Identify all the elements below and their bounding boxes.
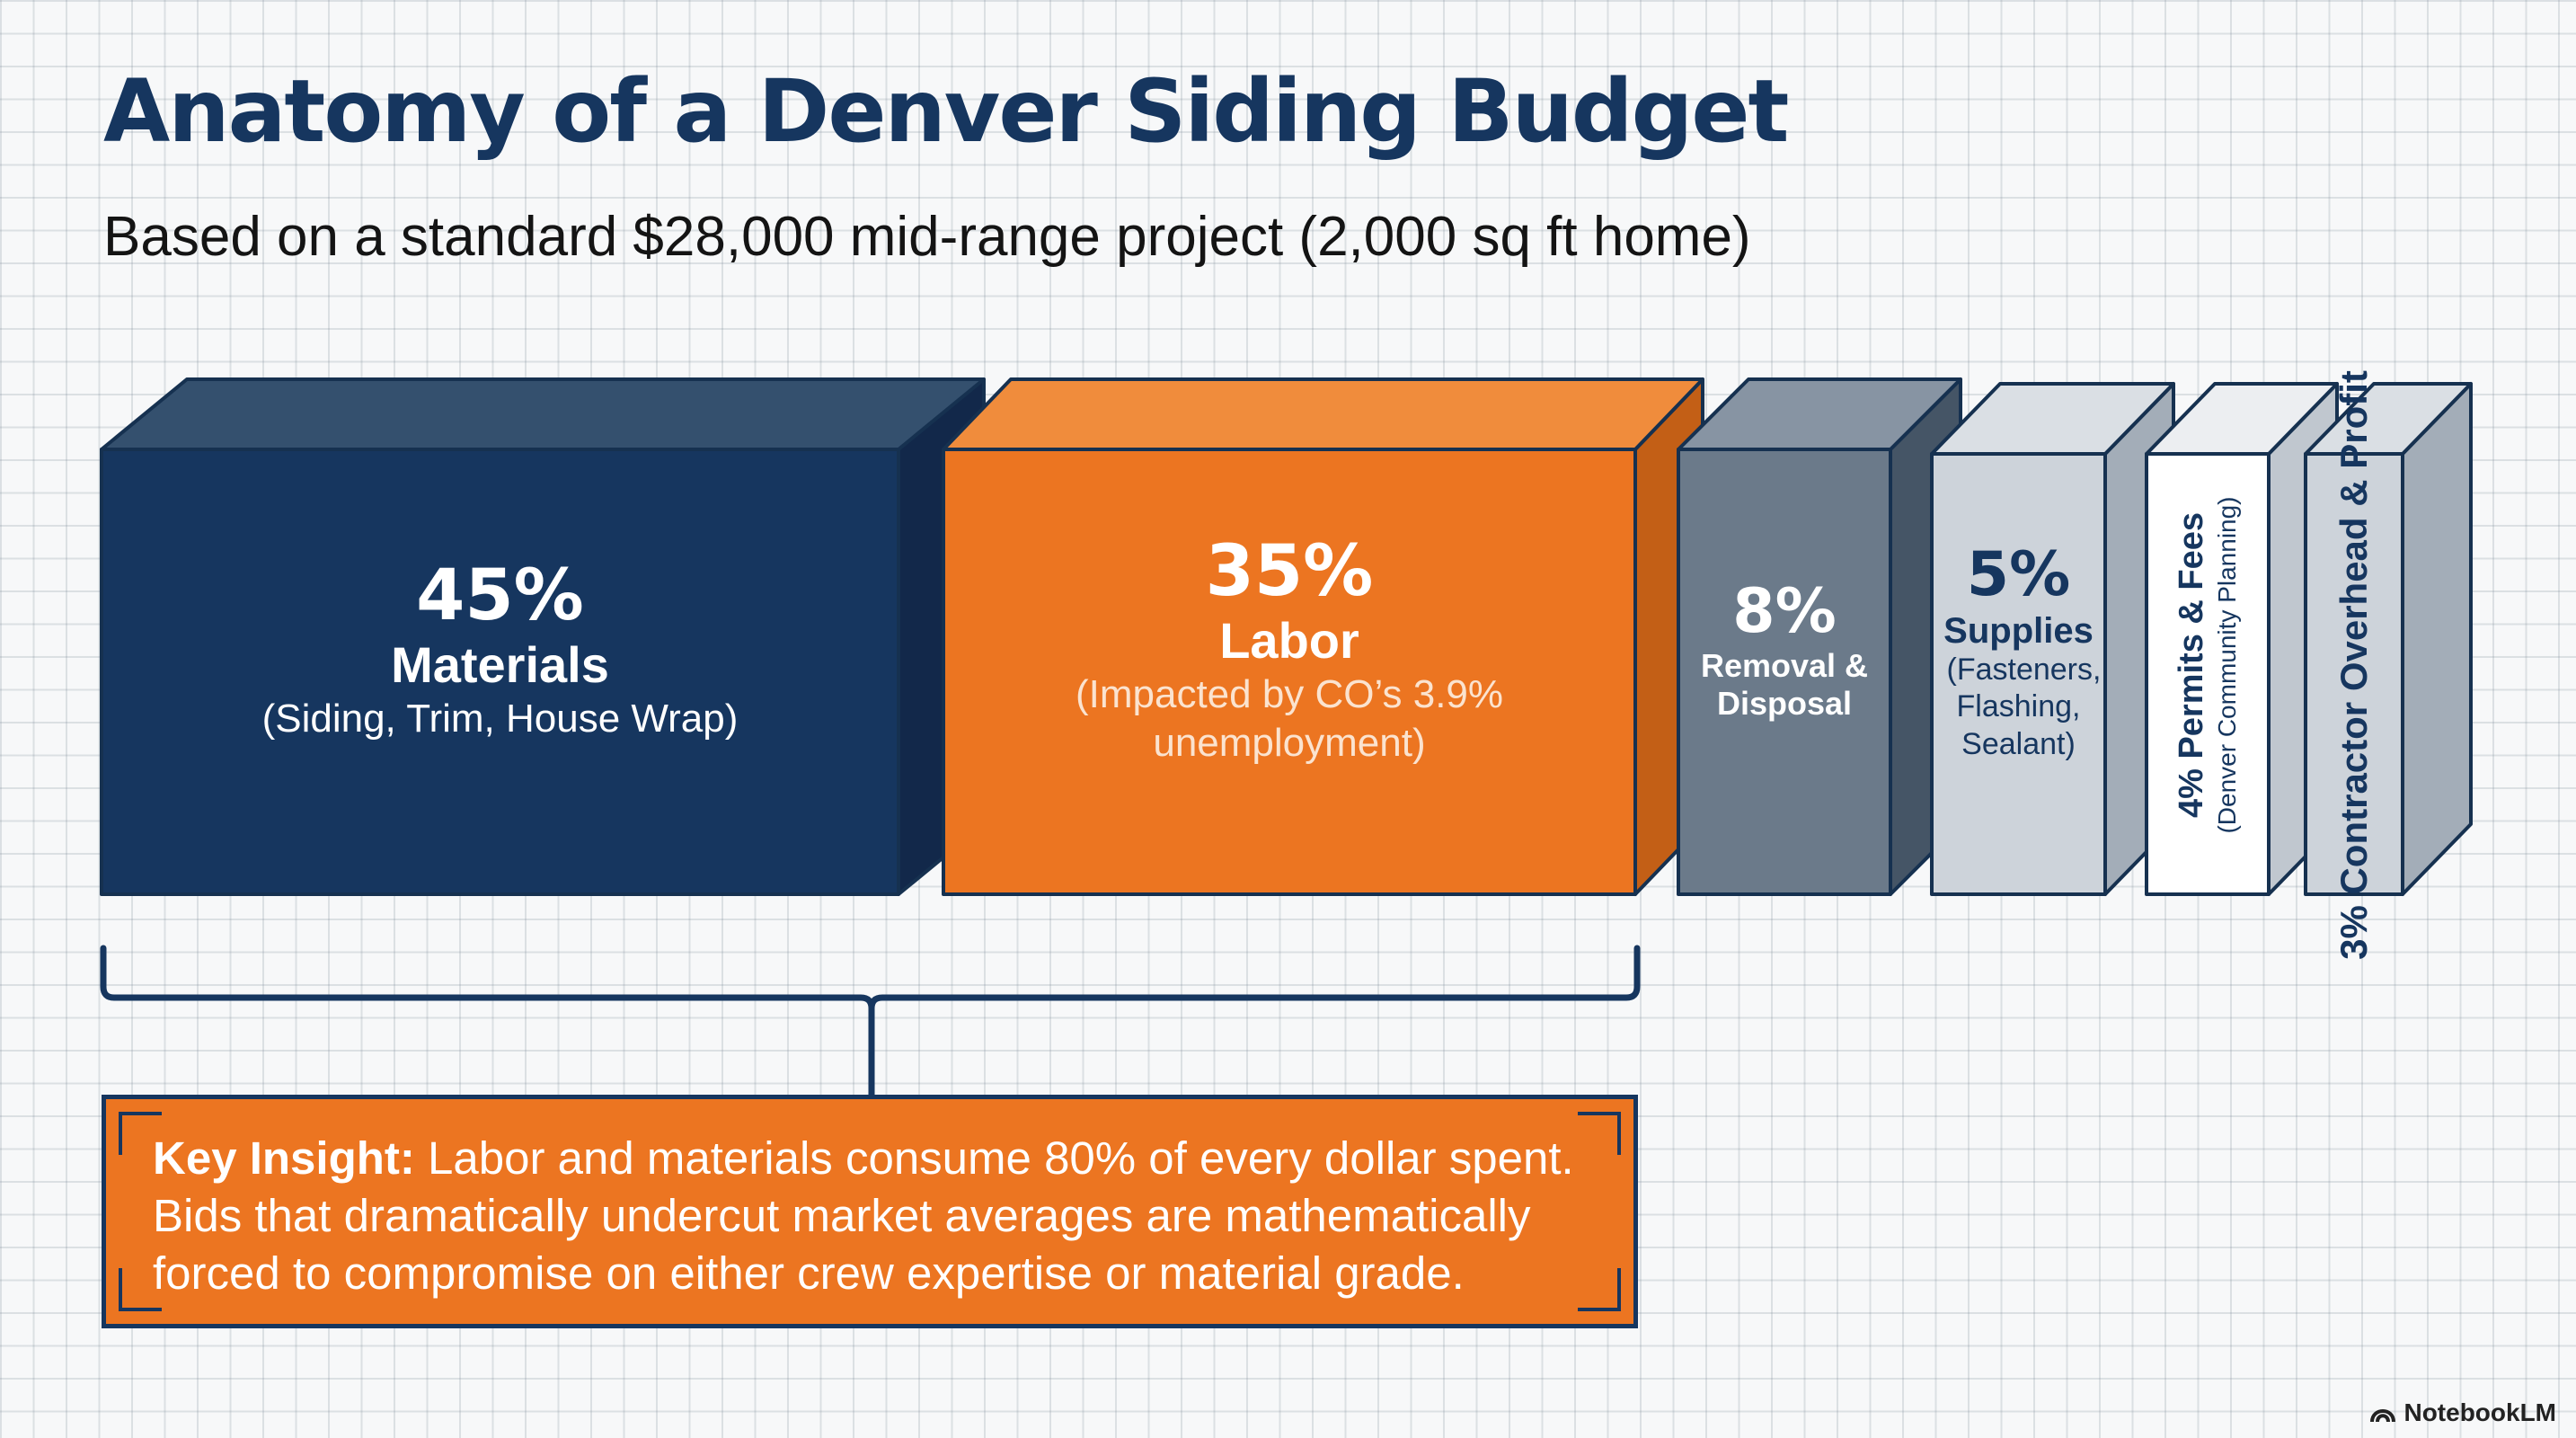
segment-detail: (Siding, Trim, House Wrap) (261, 696, 739, 741)
page-title: Anatomy of a Denver Siding Budget (103, 61, 1789, 162)
segment-label-overhead: 3% Contractor Overhead & Profit (2333, 370, 2376, 960)
page-subtitle: Based on a standard $28,000 mid-range pr… (103, 206, 1751, 268)
segment-percent: 3% (2332, 905, 2375, 960)
block-removal (1677, 448, 1892, 896)
segment-label-removal: 8% Removal & Disposal (1693, 485, 1876, 813)
corner-mark (1578, 1112, 1621, 1155)
segment-label-labor: 35% Labor (Impacted by CO’s 3.9% unemplo… (958, 485, 1621, 813)
block-top-labor (942, 377, 1704, 451)
segment-detail: (Denver Community Planning) (2212, 496, 2241, 834)
segment-name: Removal & Disposal (1700, 647, 1869, 722)
key-insight-heading: Key Insight: (153, 1132, 415, 1184)
corner-mark (119, 1112, 162, 1155)
segment-name: Permits & Fees (2173, 511, 2211, 759)
corner-mark (1578, 1268, 1621, 1311)
notebooklm-logo-icon (2370, 1409, 2396, 1423)
segment-detail: (Fasteners, Flashing, Sealant) (1946, 652, 2102, 761)
block-materials (100, 448, 900, 896)
segment-label-materials: 45% Materials (Siding, Trim, House Wrap) (116, 485, 884, 813)
key-insight-text: Key Insight: Labor and materials consume… (153, 1130, 1626, 1302)
segment-percent: 45% (416, 555, 584, 636)
segment-name: Materials (391, 636, 609, 694)
block-side-overhead (2401, 382, 2473, 896)
key-insight-box: Key Insight: Labor and materials consume… (102, 1095, 1638, 1328)
segment-detail: (Impacted by CO’s 3.9% unemployment) (1075, 671, 1504, 765)
segment-percent: 4% (2173, 768, 2211, 819)
segment-name: Labor (1219, 612, 1359, 670)
key-insight-body: Labor and materials consume 80% of every… (153, 1132, 1574, 1299)
segment-percent: 8% (1732, 576, 1837, 648)
segment-name: Contractor Overhead & Profit (2332, 370, 2375, 895)
notebooklm-logo-text: NotebookLM (2403, 1398, 2556, 1426)
block-top-materials (100, 377, 986, 451)
segment-label-supplies: 5% Supplies (Fasteners, Flashing, Sealan… (1943, 490, 2102, 813)
block-supplies (1930, 452, 2107, 896)
segment-label-permits: 4% Permits & Fees (Denver Community Plan… (2173, 496, 2243, 833)
corner-mark (119, 1268, 162, 1311)
block-labor (942, 448, 1637, 896)
segment-name: Supplies (1943, 610, 2094, 651)
block-permits (2145, 452, 2271, 896)
notebooklm-badge: NotebookLM (2369, 1398, 2556, 1427)
block-overhead (2304, 452, 2404, 896)
segment-percent: 35% (1205, 530, 1374, 612)
segment-percent: 5% (1966, 538, 2071, 610)
bracket-connector (100, 945, 1641, 1098)
